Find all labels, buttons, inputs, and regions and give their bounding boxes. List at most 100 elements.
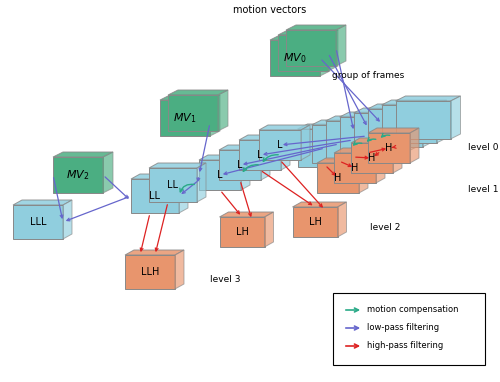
Text: L: L [217, 170, 223, 180]
FancyBboxPatch shape [239, 140, 281, 170]
Text: low-pass filtering: low-pass filtering [367, 324, 439, 332]
Polygon shape [259, 125, 310, 130]
Text: group of frames: group of frames [332, 71, 404, 80]
Polygon shape [286, 25, 346, 30]
Polygon shape [264, 212, 274, 247]
Polygon shape [125, 250, 184, 255]
Polygon shape [261, 145, 270, 180]
FancyBboxPatch shape [160, 100, 210, 136]
FancyBboxPatch shape [220, 217, 264, 247]
FancyBboxPatch shape [13, 205, 63, 239]
Polygon shape [393, 138, 402, 173]
Polygon shape [199, 155, 250, 160]
Polygon shape [131, 174, 188, 179]
FancyBboxPatch shape [298, 129, 352, 167]
Polygon shape [103, 152, 113, 193]
FancyBboxPatch shape [368, 109, 422, 147]
Polygon shape [368, 104, 432, 109]
Polygon shape [312, 120, 376, 125]
Polygon shape [328, 30, 338, 71]
Text: motion compensation: motion compensation [367, 306, 458, 314]
FancyBboxPatch shape [317, 163, 359, 193]
Polygon shape [210, 95, 220, 136]
Polygon shape [218, 90, 228, 131]
FancyBboxPatch shape [259, 130, 301, 160]
FancyBboxPatch shape [168, 95, 218, 131]
Polygon shape [340, 112, 404, 117]
FancyBboxPatch shape [53, 157, 103, 193]
Polygon shape [354, 108, 418, 113]
Polygon shape [376, 148, 385, 183]
FancyBboxPatch shape [199, 160, 241, 190]
FancyBboxPatch shape [333, 293, 485, 365]
Polygon shape [219, 145, 270, 150]
Text: LH: LH [308, 217, 322, 227]
Polygon shape [320, 35, 330, 76]
Text: L: L [257, 150, 263, 160]
Polygon shape [366, 120, 376, 163]
Text: H: H [352, 163, 358, 173]
Polygon shape [13, 200, 72, 205]
FancyBboxPatch shape [382, 105, 436, 143]
FancyBboxPatch shape [368, 133, 410, 163]
Polygon shape [336, 25, 346, 66]
Polygon shape [351, 138, 402, 143]
Text: H: H [334, 173, 342, 183]
Text: high-pass filtering: high-pass filtering [367, 342, 444, 351]
Text: LL: LL [168, 180, 178, 190]
Text: H: H [386, 143, 392, 153]
Polygon shape [382, 100, 446, 105]
Text: LLH: LLH [141, 267, 159, 277]
Polygon shape [53, 152, 113, 157]
Polygon shape [197, 163, 206, 202]
FancyBboxPatch shape [354, 113, 408, 151]
Polygon shape [292, 202, 346, 207]
FancyBboxPatch shape [125, 255, 175, 289]
Text: $MV_2$: $MV_2$ [66, 168, 90, 182]
Polygon shape [317, 158, 368, 163]
FancyBboxPatch shape [149, 168, 197, 202]
Polygon shape [270, 35, 330, 40]
Polygon shape [359, 158, 368, 193]
Polygon shape [368, 128, 419, 133]
Text: LH: LH [236, 227, 248, 237]
Polygon shape [422, 104, 432, 147]
Polygon shape [63, 200, 72, 239]
Polygon shape [298, 124, 362, 129]
Polygon shape [326, 116, 390, 121]
Polygon shape [410, 128, 419, 163]
FancyBboxPatch shape [396, 101, 450, 139]
Text: L: L [277, 140, 283, 150]
Text: L: L [238, 160, 243, 170]
Polygon shape [394, 112, 404, 155]
FancyBboxPatch shape [131, 179, 179, 213]
FancyBboxPatch shape [351, 143, 393, 173]
Polygon shape [301, 125, 310, 160]
Text: LL: LL [150, 191, 160, 201]
Polygon shape [380, 116, 390, 159]
Text: level 0: level 0 [468, 144, 498, 152]
Polygon shape [396, 96, 460, 101]
FancyBboxPatch shape [270, 40, 320, 76]
Polygon shape [334, 148, 385, 153]
Polygon shape [239, 135, 290, 140]
Polygon shape [175, 250, 184, 289]
Polygon shape [149, 163, 206, 168]
FancyBboxPatch shape [312, 125, 366, 163]
Text: level 3: level 3 [210, 275, 240, 285]
Polygon shape [450, 96, 460, 139]
Text: motion vectors: motion vectors [234, 5, 306, 15]
Polygon shape [220, 212, 274, 217]
Text: level 1: level 1 [468, 186, 498, 194]
Polygon shape [281, 135, 290, 170]
Polygon shape [241, 155, 250, 190]
Text: level 2: level 2 [370, 223, 400, 233]
Polygon shape [278, 30, 338, 35]
Polygon shape [338, 202, 346, 237]
Polygon shape [436, 100, 446, 143]
FancyBboxPatch shape [278, 35, 328, 71]
Polygon shape [160, 95, 220, 100]
Polygon shape [179, 174, 188, 213]
Polygon shape [408, 108, 418, 151]
FancyBboxPatch shape [340, 117, 394, 155]
